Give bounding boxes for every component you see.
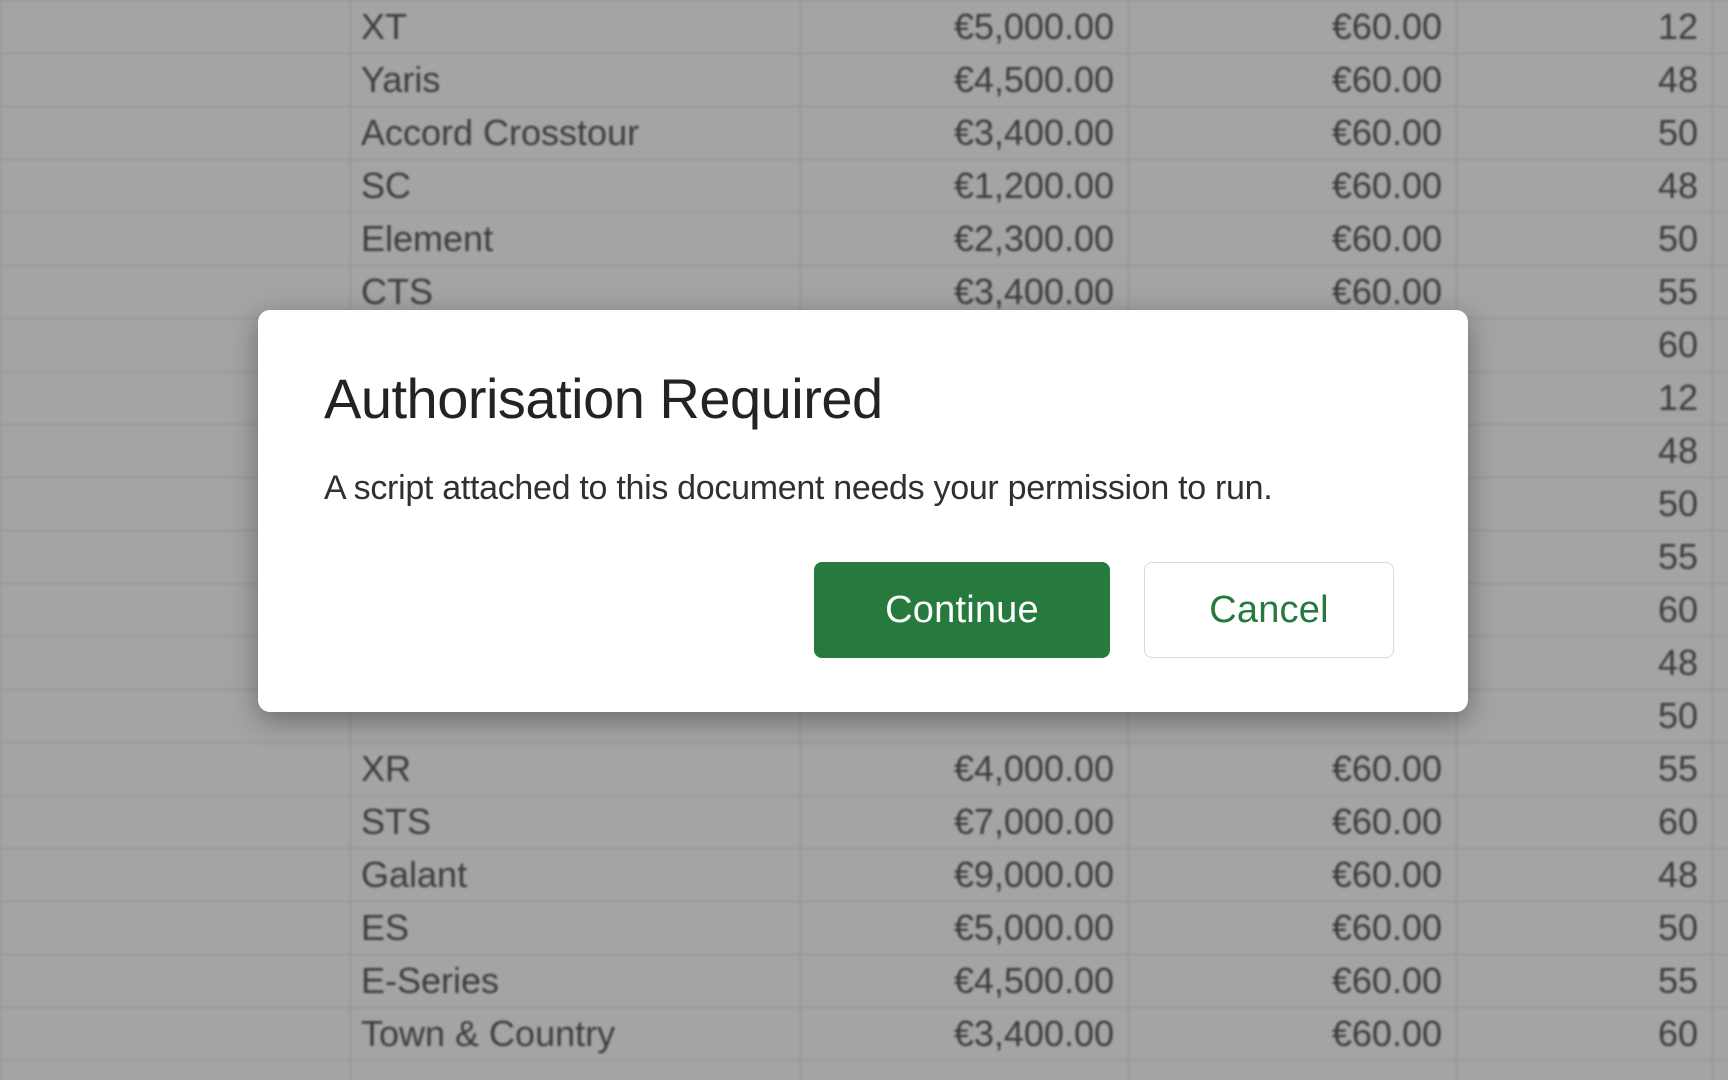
dialog-button-row: Continue Cancel <box>814 562 1402 658</box>
dialog-body-text: A script attached to this document needs… <box>324 469 1402 508</box>
cancel-button[interactable]: Cancel <box>1144 562 1394 658</box>
continue-button[interactable]: Continue <box>814 562 1110 658</box>
dialog-title: Authorisation Required <box>324 366 1402 431</box>
authorisation-dialog: Authorisation Required A script attached… <box>258 310 1468 712</box>
